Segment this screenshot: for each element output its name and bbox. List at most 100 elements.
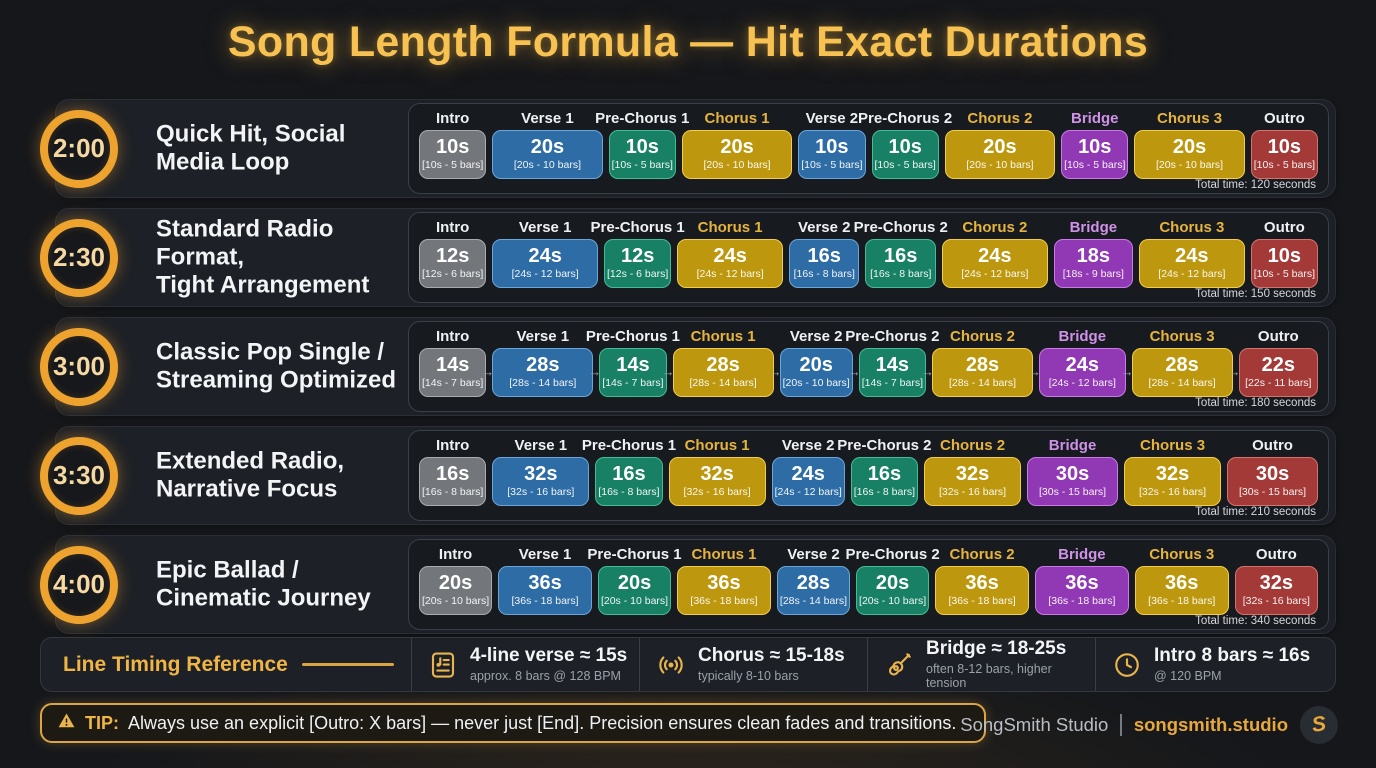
section-bars: [24s - 12 bars]	[961, 268, 1029, 280]
format-row: 4:00 Epic Ballad / Cinematic Journey Intro…	[40, 535, 1336, 634]
section-bars: [14s - 7 bars]	[861, 377, 923, 389]
section-column: Chorus 1 28s [28s - 14 bars]	[672, 327, 782, 397]
section-duration: 28s	[965, 354, 1000, 376]
section-duration: 24s	[1175, 245, 1209, 267]
section-label: Outro	[1257, 328, 1299, 345]
section-column: Pre-Chorus 1 12s [12s - 6 bars]	[591, 218, 685, 288]
section-column: Pre-Chorus 2 20s [20s - 10 bars]	[845, 545, 940, 615]
section-label: Outro	[1255, 546, 1297, 563]
section-duration: 10s	[1078, 136, 1112, 158]
section-label: Chorus 3	[1157, 110, 1223, 127]
section-label: Chorus 3	[1140, 437, 1206, 454]
reference-item-subtitle: @ 120 BPM	[1154, 668, 1222, 683]
section-pill: 24s [24s - 12 bars]	[1138, 239, 1245, 288]
section-pill: 28s [28s - 14 bars]	[776, 566, 851, 615]
section-pill: 22s [22s - 11 bars]	[1238, 348, 1318, 397]
section-duration: 16s	[807, 245, 841, 267]
section-column: Verse 1 36s [36s - 18 bars]	[498, 545, 592, 615]
section-label: Chorus 2	[967, 110, 1033, 127]
brand-name: SongSmith Studio	[960, 714, 1109, 735]
brand-logo-icon: S	[1300, 706, 1338, 744]
section-column: Chorus 2 32s [32s - 16 bars]	[924, 436, 1022, 506]
section-duration: 24s	[1065, 354, 1099, 376]
section-column: Intro 10s [10s - 5 bars]	[419, 109, 487, 179]
section-column: Chorus 2 28s [28s - 14 bars]	[932, 327, 1041, 397]
section-duration: 18s	[1076, 245, 1111, 267]
section-duration: 28s	[796, 572, 831, 594]
section-pill: 10s [10s - 5 bars]	[1250, 130, 1318, 179]
section-label: Intro	[438, 546, 473, 563]
section-pill: 30s [30s - 15 bars]	[1027, 457, 1119, 506]
section-pill: 24s [24s - 12 bars]	[492, 239, 598, 288]
section-column: Verse 2 28s [28s - 14 bars]	[776, 545, 851, 615]
section-column: Outro 10s [10s - 5 bars]	[1250, 109, 1318, 179]
section-label: Outro	[1263, 110, 1305, 127]
section-pill: 20s [20s - 10 bars]	[1134, 130, 1245, 179]
format-title: Extended Radio, Narrative Focus	[156, 447, 345, 503]
section-label: Chorus 2	[949, 328, 1016, 345]
section-bars: [24s - 12 bars]	[774, 486, 842, 498]
format-row: 2:00 Quick Hit, Social Media Loop Intro 10s…	[40, 99, 1336, 198]
section-duration: 20s	[438, 572, 473, 594]
section-label: Pre-Chorus 2	[858, 110, 953, 127]
section-columns: Intro 20s [20s - 10 bars] Verse 1 36s [36s - …	[419, 545, 1319, 615]
section-bars: [30s - 15 bars]	[1038, 486, 1107, 498]
section-label: Verse 1	[516, 328, 570, 345]
section-column: Verse 1 32s [32s - 16 bars]	[492, 436, 590, 506]
section-label: Pre-Chorus 1	[590, 219, 685, 236]
section-label: Pre-Chorus 2	[845, 328, 940, 345]
section-column: Pre-Chorus 1 10s [10s - 5 bars]	[595, 109, 689, 179]
section-duration: 32s	[1259, 572, 1294, 594]
section-label: Bridge	[1048, 437, 1097, 454]
reference-item-text: Intro 8 bars ≈ 16s @ 120 BPM	[1154, 646, 1310, 683]
section-duration: 14s	[616, 354, 650, 376]
section-pill: 32s [32s - 16 bars]	[1234, 566, 1319, 615]
tip-label: TIP:	[85, 712, 119, 733]
section-column: Verse 2 24s [24s - 12 bars]	[771, 436, 845, 506]
format-row: 2:30 Standard Radio Format, Tight Arrange…	[40, 208, 1336, 307]
section-pill: 10s [10s - 5 bars]	[608, 130, 676, 179]
section-columns: Intro 12s [12s - 6 bars] Verse 1 24s [24s - 1…	[419, 218, 1318, 288]
section-column: Pre-Chorus 2 16s [16s - 8 bars]	[854, 218, 948, 288]
section-bars: [16s - 8 bars]	[853, 486, 916, 498]
section-bars: [16s - 8 bars]	[422, 486, 484, 498]
section-column: Chorus 3 24s [24s - 12 bars]	[1138, 218, 1245, 288]
section-pill: 32s [32s - 16 bars]	[668, 457, 766, 506]
section-pill: 28s [28s - 14 bars]	[1131, 348, 1233, 397]
section-bars: [18s - 9 bars]	[1062, 268, 1124, 280]
section-bars: [28s - 14 bars]	[779, 595, 848, 607]
section-pill: 24s [24s - 12 bars]	[771, 457, 845, 506]
section-bars: [36s - 18 bars]	[690, 595, 758, 607]
section-duration: 32s	[955, 463, 990, 485]
section-column: Verse 1 24s [24s - 12 bars]	[492, 218, 598, 288]
section-duration: 14s	[435, 354, 470, 376]
section-label: Verse 2	[781, 437, 835, 454]
section-pill: 20s [20s - 10 bars]	[597, 566, 672, 615]
section-bars: [32s - 16 bars]	[1242, 595, 1310, 607]
timeline-panel: Intro 16s [16s - 8 bars] Verse 1 32s [32s - 1…	[408, 430, 1329, 521]
section-label: Chorus 1	[704, 110, 770, 127]
section-duration: 12s	[620, 245, 655, 267]
section-label: Chorus 2	[962, 219, 1028, 236]
section-column: Chorus 1 24s [24s - 12 bars]	[677, 218, 783, 288]
section-bars: [10s - 5 bars]	[611, 159, 673, 171]
section-bars: [24s - 12 bars]	[1158, 268, 1226, 280]
section-bars: [10s - 5 bars]	[1253, 159, 1315, 171]
section-label: Pre-Chorus 1	[585, 328, 681, 345]
reference-item-subtitle: typically 8-10 bars	[698, 668, 799, 683]
section-column: Chorus 3 28s [28s - 14 bars]	[1131, 327, 1241, 397]
guitar-icon	[883, 649, 915, 681]
format-row: 3:00 Classic Pop Single / Streaming Optim…	[40, 317, 1336, 416]
section-label: Bridge	[1058, 328, 1107, 345]
duration-badge: 4:00	[40, 545, 118, 624]
section-bars: [22s - 11 bars]	[1245, 377, 1312, 389]
section-bars: [12s - 6 bars]	[607, 268, 669, 280]
format-row: 3:30 Extended Radio, Narrative Focus Intro…	[40, 426, 1336, 525]
section-duration: 36s	[1065, 572, 1099, 594]
tip-banner: TIP: Always use an explicit [Outro: X ba…	[40, 703, 986, 743]
section-column: Chorus 2 20s [20s - 10 bars]	[944, 109, 1056, 179]
section-pill: 14s [14s - 7 bars]	[419, 348, 487, 397]
section-duration: 32s	[524, 463, 558, 485]
section-label: Pre-Chorus 1	[595, 110, 690, 127]
